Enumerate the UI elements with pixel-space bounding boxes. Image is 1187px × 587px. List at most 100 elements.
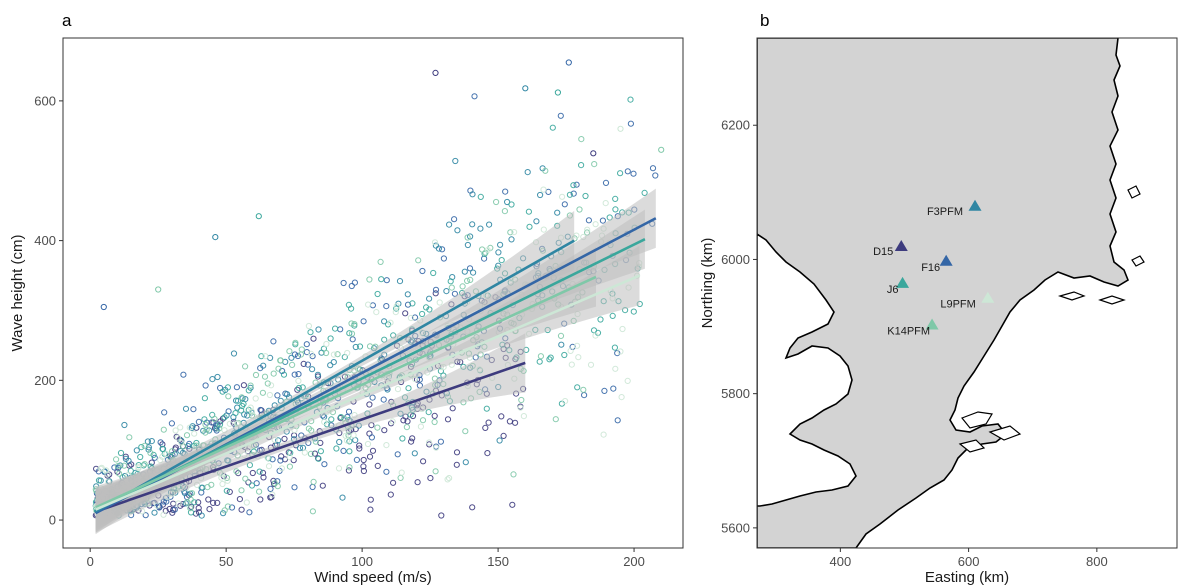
scatter-point-k14pfm <box>292 339 299 346</box>
scatter-outlier-point <box>658 146 665 153</box>
scatter-point-d15 <box>356 442 363 449</box>
scatter-point-k14pfm <box>221 507 228 514</box>
scatter-point-j6 <box>566 191 574 198</box>
scatter-point-k14pfm <box>334 351 341 358</box>
regression-line-f3pfm <box>94 239 575 513</box>
scatter-point-l9pfm <box>305 322 312 330</box>
scatter-point-l9pfm <box>426 439 433 446</box>
scatter-point-d15 <box>360 467 367 475</box>
panel-b-letter: b <box>760 11 769 30</box>
y-tick-label: 200 <box>34 373 56 388</box>
scatter-point-k14pfm <box>202 429 209 436</box>
scatter-point-k14pfm <box>286 463 293 470</box>
scatter-outlier-point <box>590 150 597 157</box>
scatter-point-l9pfm <box>343 437 351 444</box>
scatter-point-f3pfm <box>125 457 132 464</box>
scatter-point-d15 <box>390 479 397 486</box>
scatter-point-d15 <box>236 496 243 503</box>
y-axis-title: Wave height (cm) <box>9 235 26 352</box>
scatter-point-l9pfm <box>248 408 255 415</box>
scatter-point-f3pfm <box>464 241 471 249</box>
scatter-point-f16 <box>168 420 175 427</box>
scatter-point-j6 <box>356 343 364 350</box>
scatter-point-j6 <box>374 290 381 298</box>
scatter-point-f16 <box>304 361 311 368</box>
scatter-point-f16 <box>360 318 367 325</box>
scatter-point-f3pfm <box>209 376 216 383</box>
scatter-point-l9pfm <box>252 395 259 402</box>
scatter-point-f3pfm <box>452 157 459 165</box>
scatter-point-j6 <box>327 335 334 342</box>
scatter-point-d15 <box>206 506 213 513</box>
scatter-point-l9pfm <box>157 456 164 464</box>
scatter-point-j6 <box>333 445 340 452</box>
scatter-point-d15 <box>245 479 252 486</box>
scatter-point-l9pfm <box>98 464 105 471</box>
scatter-point-f16 <box>190 406 197 413</box>
station-marker-d15 <box>894 240 908 252</box>
x-axis-ticks: 0 50 100 150 200 <box>87 548 645 569</box>
scatter-point-f3pfm <box>145 446 152 453</box>
scatter-point-l9pfm <box>559 193 566 200</box>
scatter-point-j6 <box>561 351 568 359</box>
scatter-point-j6 <box>582 192 589 200</box>
scatter-point-f16 <box>570 190 577 197</box>
scatter-point-d15 <box>345 467 352 474</box>
scatter-point-f3pfm <box>508 236 515 243</box>
scatter-point-j6 <box>280 371 288 378</box>
scatter-point-f16 <box>411 314 419 321</box>
scatter-point-l9pfm <box>104 471 111 478</box>
regression-line-k14pfm <box>95 275 597 509</box>
scatter-point-k14pfm <box>348 330 356 337</box>
scatter-point-l9pfm <box>174 434 181 441</box>
scatter-point-l9pfm <box>394 386 402 393</box>
y-tick-label: 600 <box>34 93 56 108</box>
regression-lines <box>94 217 657 515</box>
scatter-point-f3pfm <box>144 438 151 445</box>
y-axis-ticks: 0 200 400 600 <box>34 93 63 528</box>
scatter-point-j6 <box>287 449 294 456</box>
station-label-d15: D15 <box>873 246 893 258</box>
scatter-point-l9pfm <box>344 349 351 357</box>
scatter-point-f3pfm <box>239 395 246 402</box>
scatter-point-k14pfm <box>366 343 374 350</box>
scatter-point-f16 <box>274 392 281 399</box>
scatter-point-f16 <box>233 384 240 391</box>
scatter-point-d15 <box>409 435 416 442</box>
scatter-point-j6 <box>419 310 426 318</box>
scatter-point-k14pfm <box>309 508 316 515</box>
scatter-point-d15 <box>426 441 433 448</box>
scatter-point-f3pfm <box>426 295 433 302</box>
scatter-point-k14pfm <box>448 284 455 291</box>
scatter-point-d15 <box>360 463 367 470</box>
scatter-point-k14pfm <box>247 382 254 389</box>
scatter-point-l9pfm <box>433 444 440 451</box>
scatter-outlier-point <box>100 303 107 311</box>
scatter-point-f3pfm <box>486 221 493 228</box>
scatter-point-f16 <box>368 434 375 441</box>
scatter-point-j6 <box>201 395 208 402</box>
scatter-point-j6 <box>378 276 385 283</box>
scatter-point-f3pfm <box>454 227 461 234</box>
scatter-point-j6 <box>238 407 245 414</box>
scatter-point-k14pfm <box>419 417 427 424</box>
scatter-point-d15 <box>387 491 394 498</box>
scatter-point-f3pfm <box>411 450 418 457</box>
scatter-point-l9pfm <box>393 303 400 310</box>
scatter-point-j6 <box>328 416 335 423</box>
scatter-point-k14pfm <box>208 481 215 488</box>
scatter-point-f16 <box>291 351 298 358</box>
scatter-point-k14pfm <box>126 434 133 441</box>
scatter-point-d15 <box>210 499 217 506</box>
scatter-point-k14pfm <box>464 234 471 241</box>
scatter-point-f16 <box>614 417 621 424</box>
scatter-point-j6 <box>159 445 166 452</box>
scatter-point-d15 <box>484 450 491 457</box>
scatter-point-j6 <box>224 384 231 391</box>
scatter-point-f16 <box>439 246 446 253</box>
scatter-point-j6 <box>578 162 585 169</box>
scatter-point-f3pfm <box>275 437 282 444</box>
scatter-point-l9pfm <box>278 465 285 472</box>
scatter-point-k14pfm <box>216 425 223 432</box>
scatter-point-l9pfm <box>219 480 226 488</box>
